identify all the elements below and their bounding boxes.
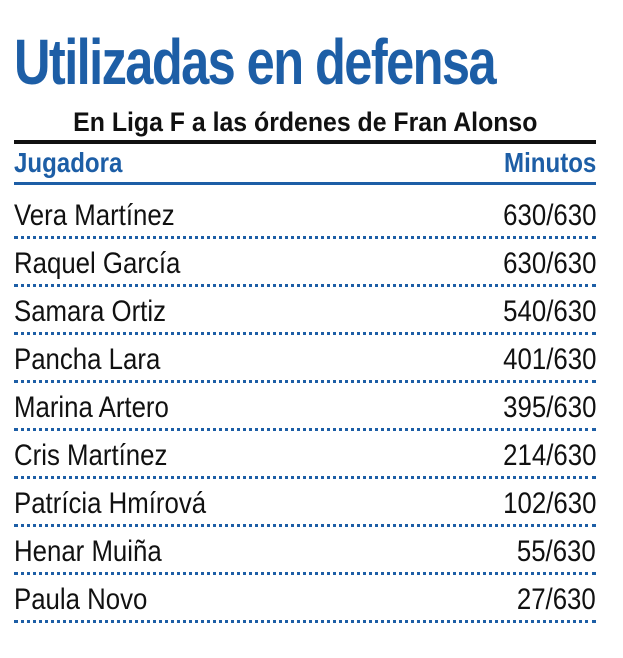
player-minutes: 540/630 [502, 295, 596, 328]
player-minutes: 55/630 [517, 535, 596, 568]
player-name: Marina Artero [14, 391, 169, 424]
table-row: Pancha Lara 401/630 [14, 335, 596, 383]
player-name: Pancha Lara [14, 343, 161, 376]
infographic: Utilizadas en defensa En Liga F a las ór… [14, 0, 596, 623]
row-divider [14, 428, 596, 431]
table-body: Vera Martínez 630/630 Raquel García 630/… [14, 191, 596, 623]
row-divider [14, 476, 596, 479]
player-name: Vera Martínez [14, 199, 175, 232]
player-name: Patrícia Hmírová [14, 487, 207, 520]
player-minutes: 214/630 [502, 439, 596, 472]
player-minutes: 630/630 [502, 247, 596, 280]
row-divider [14, 524, 596, 527]
player-name: Cris Martínez [14, 439, 168, 472]
player-name: Paula Novo [14, 583, 148, 616]
table-header: Jugadora Minutos [14, 144, 596, 182]
table-row: Raquel García 630/630 [14, 239, 596, 287]
subtitle-divider [14, 140, 596, 144]
player-minutes: 395/630 [502, 391, 596, 424]
player-name: Henar Muiña [14, 535, 162, 568]
row-divider [14, 236, 596, 239]
row-divider [14, 572, 596, 575]
table-row: Marina Artero 395/630 [14, 383, 596, 431]
header-divider [14, 182, 596, 185]
row-divider [14, 380, 596, 383]
player-minutes: 102/630 [502, 487, 596, 520]
player-minutes: 401/630 [502, 343, 596, 376]
table-row: Henar Muiña 55/630 [14, 527, 596, 575]
table-row: Samara Ortiz 540/630 [14, 287, 596, 335]
player-minutes: 27/630 [517, 583, 596, 616]
table-row: Vera Martínez 630/630 [14, 191, 596, 239]
player-name: Raquel García [14, 247, 181, 280]
column-header-player: Jugadora [14, 147, 123, 178]
table-row: Cris Martínez 214/630 [14, 431, 596, 479]
row-divider [14, 332, 596, 335]
row-divider [14, 284, 596, 287]
page-title: Utilizadas en defensa [14, 26, 497, 98]
table-row: Paula Novo 27/630 [14, 575, 596, 623]
row-divider [14, 620, 596, 623]
player-name: Samara Ortiz [14, 295, 166, 328]
subtitle-text: En Liga F a las órdenes de Fran Alonso [72, 107, 538, 137]
column-header-minutes: Minutos [503, 147, 596, 178]
page-subtitle: En Liga F a las órdenes de Fran Alonso [14, 104, 596, 140]
table-row: Patrícia Hmírová 102/630 [14, 479, 596, 527]
player-minutes: 630/630 [502, 199, 596, 232]
